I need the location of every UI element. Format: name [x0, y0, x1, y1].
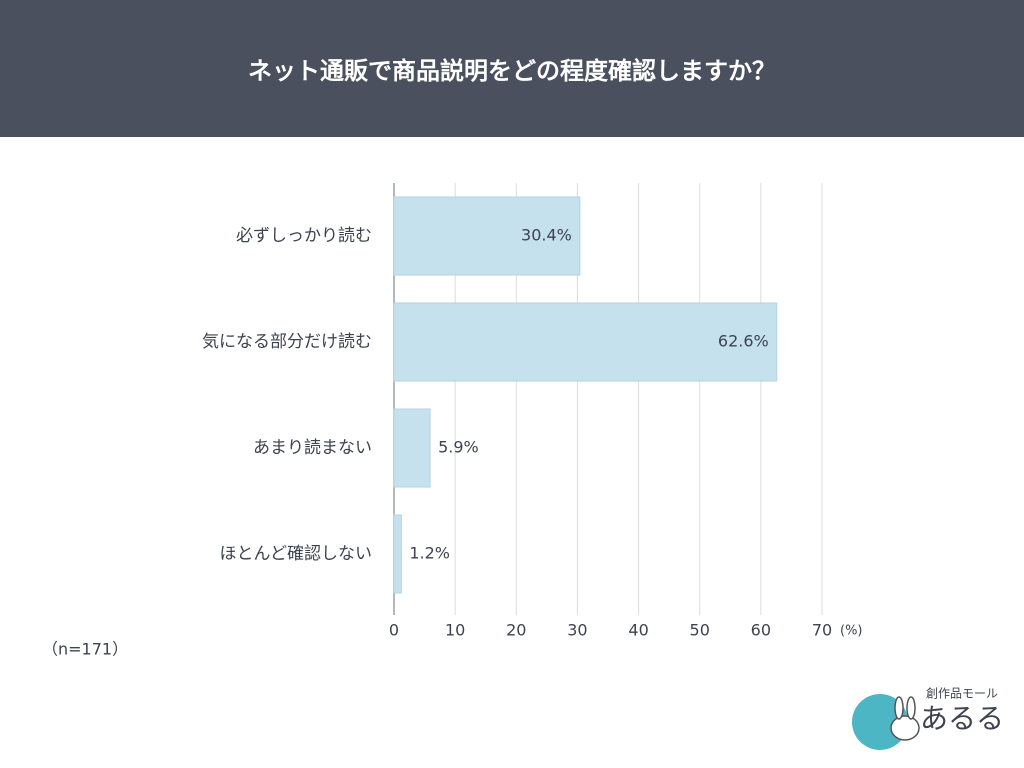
y-tick-label: ほとんど確認しない: [220, 544, 373, 564]
y-tick-label: あまり読まない: [253, 438, 372, 458]
x-tick-label: 10: [445, 621, 465, 640]
x-tick-label: 0: [389, 621, 399, 640]
logo-tagline: 創作品モール: [926, 687, 998, 701]
header-band: [0, 0, 1024, 137]
x-tick-label: 70: [812, 621, 832, 640]
bar: [393, 302, 778, 382]
value-label: 30.4%: [521, 226, 572, 245]
sample-note: （n=171）: [42, 640, 128, 659]
x-tick-label: 50: [690, 621, 710, 640]
x-tick-label: 40: [628, 621, 648, 640]
value-label: 1.2%: [409, 544, 450, 563]
value-label: 62.6%: [718, 332, 769, 351]
x-tick-label: 20: [506, 621, 526, 640]
value-label: 5.9%: [438, 438, 479, 457]
logo-rabbit: [890, 715, 920, 741]
logo: 創作品モール あるる: [852, 687, 1004, 750]
logo-ear: [906, 696, 916, 720]
y-tick-label: 気になる部分だけ読む: [202, 332, 372, 352]
logo-ear: [894, 696, 904, 720]
x-tick-label: 60: [751, 621, 771, 640]
bar: [393, 408, 431, 488]
y-tick-label: 必ずしっかり読む: [236, 226, 372, 246]
bar: [393, 514, 402, 594]
x-unit: (%): [840, 624, 863, 639]
logo-name: あるる: [920, 702, 1004, 735]
chart-title: ネット通販で商品説明をどの程度確認しますか？: [248, 57, 776, 85]
x-tick-label: 30: [567, 621, 587, 640]
bar: [393, 196, 581, 276]
